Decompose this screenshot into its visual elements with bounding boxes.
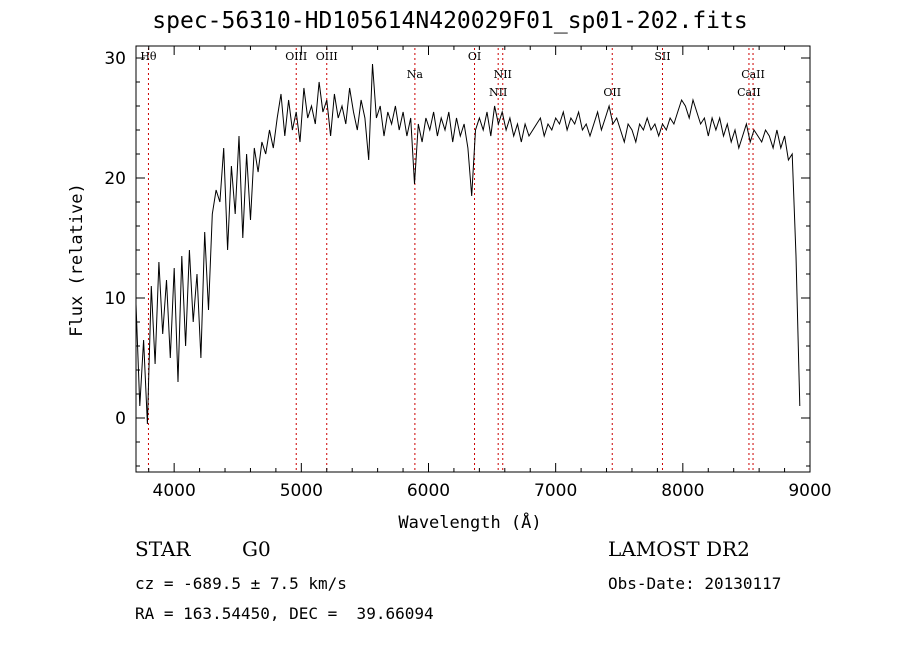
line-label: CaII [737,86,761,99]
object-class: STAR [135,537,191,561]
line-label: CaII [741,68,765,81]
obs-date: Obs-Date: 20130117 [608,574,782,593]
line-label: SII [654,50,670,63]
object-subclass: G0 [242,537,271,561]
spectrum-line [135,63,801,425]
line-label: OIII [316,50,338,63]
x-tick-label: 8000 [661,481,704,501]
line-label: Hθ [140,50,157,63]
line-label: OI [468,50,481,63]
y-tick-label: 0 [115,409,126,429]
y-axis-ticks: 0 10 20 30 [104,49,810,467]
x-tick-label: 7000 [534,481,577,501]
y-tick-label: 10 [104,289,126,309]
x-axis-label: Wavelength (Å) [398,511,541,533]
y-tick-label: 30 [104,49,126,69]
ra-dec-readout: RA = 163.54450, DEC = 39.66094 [135,604,434,623]
plot-frame [135,45,811,473]
line-markers [147,48,754,471]
line-labels: Hθ OIII OIII Na OI NII NII OII SII CaII CaII [140,50,765,99]
x-axis-ticks: 4000 5000 6000 7000 8000 9000 [148,46,832,501]
x-tick-label: 6000 [407,481,450,501]
line-label: OIII [285,50,307,63]
chart-title: spec-56310-HD105614N420029F01_sp01-202.f… [152,8,748,34]
y-axis-label: Flux (relative) [67,183,87,337]
line-label: NII [489,86,507,99]
line-label: Na [407,68,424,81]
line-label: OII [603,86,621,99]
x-tick-label: 4000 [153,481,196,501]
line-label: NII [494,68,512,81]
survey-name: LAMOST DR2 [608,537,750,561]
y-tick-label: 20 [104,169,126,189]
x-tick-label: 9000 [788,481,831,501]
x-tick-label: 5000 [280,481,323,501]
redshift-readout: cz = -689.5 ± 7.5 km/s [135,574,347,593]
